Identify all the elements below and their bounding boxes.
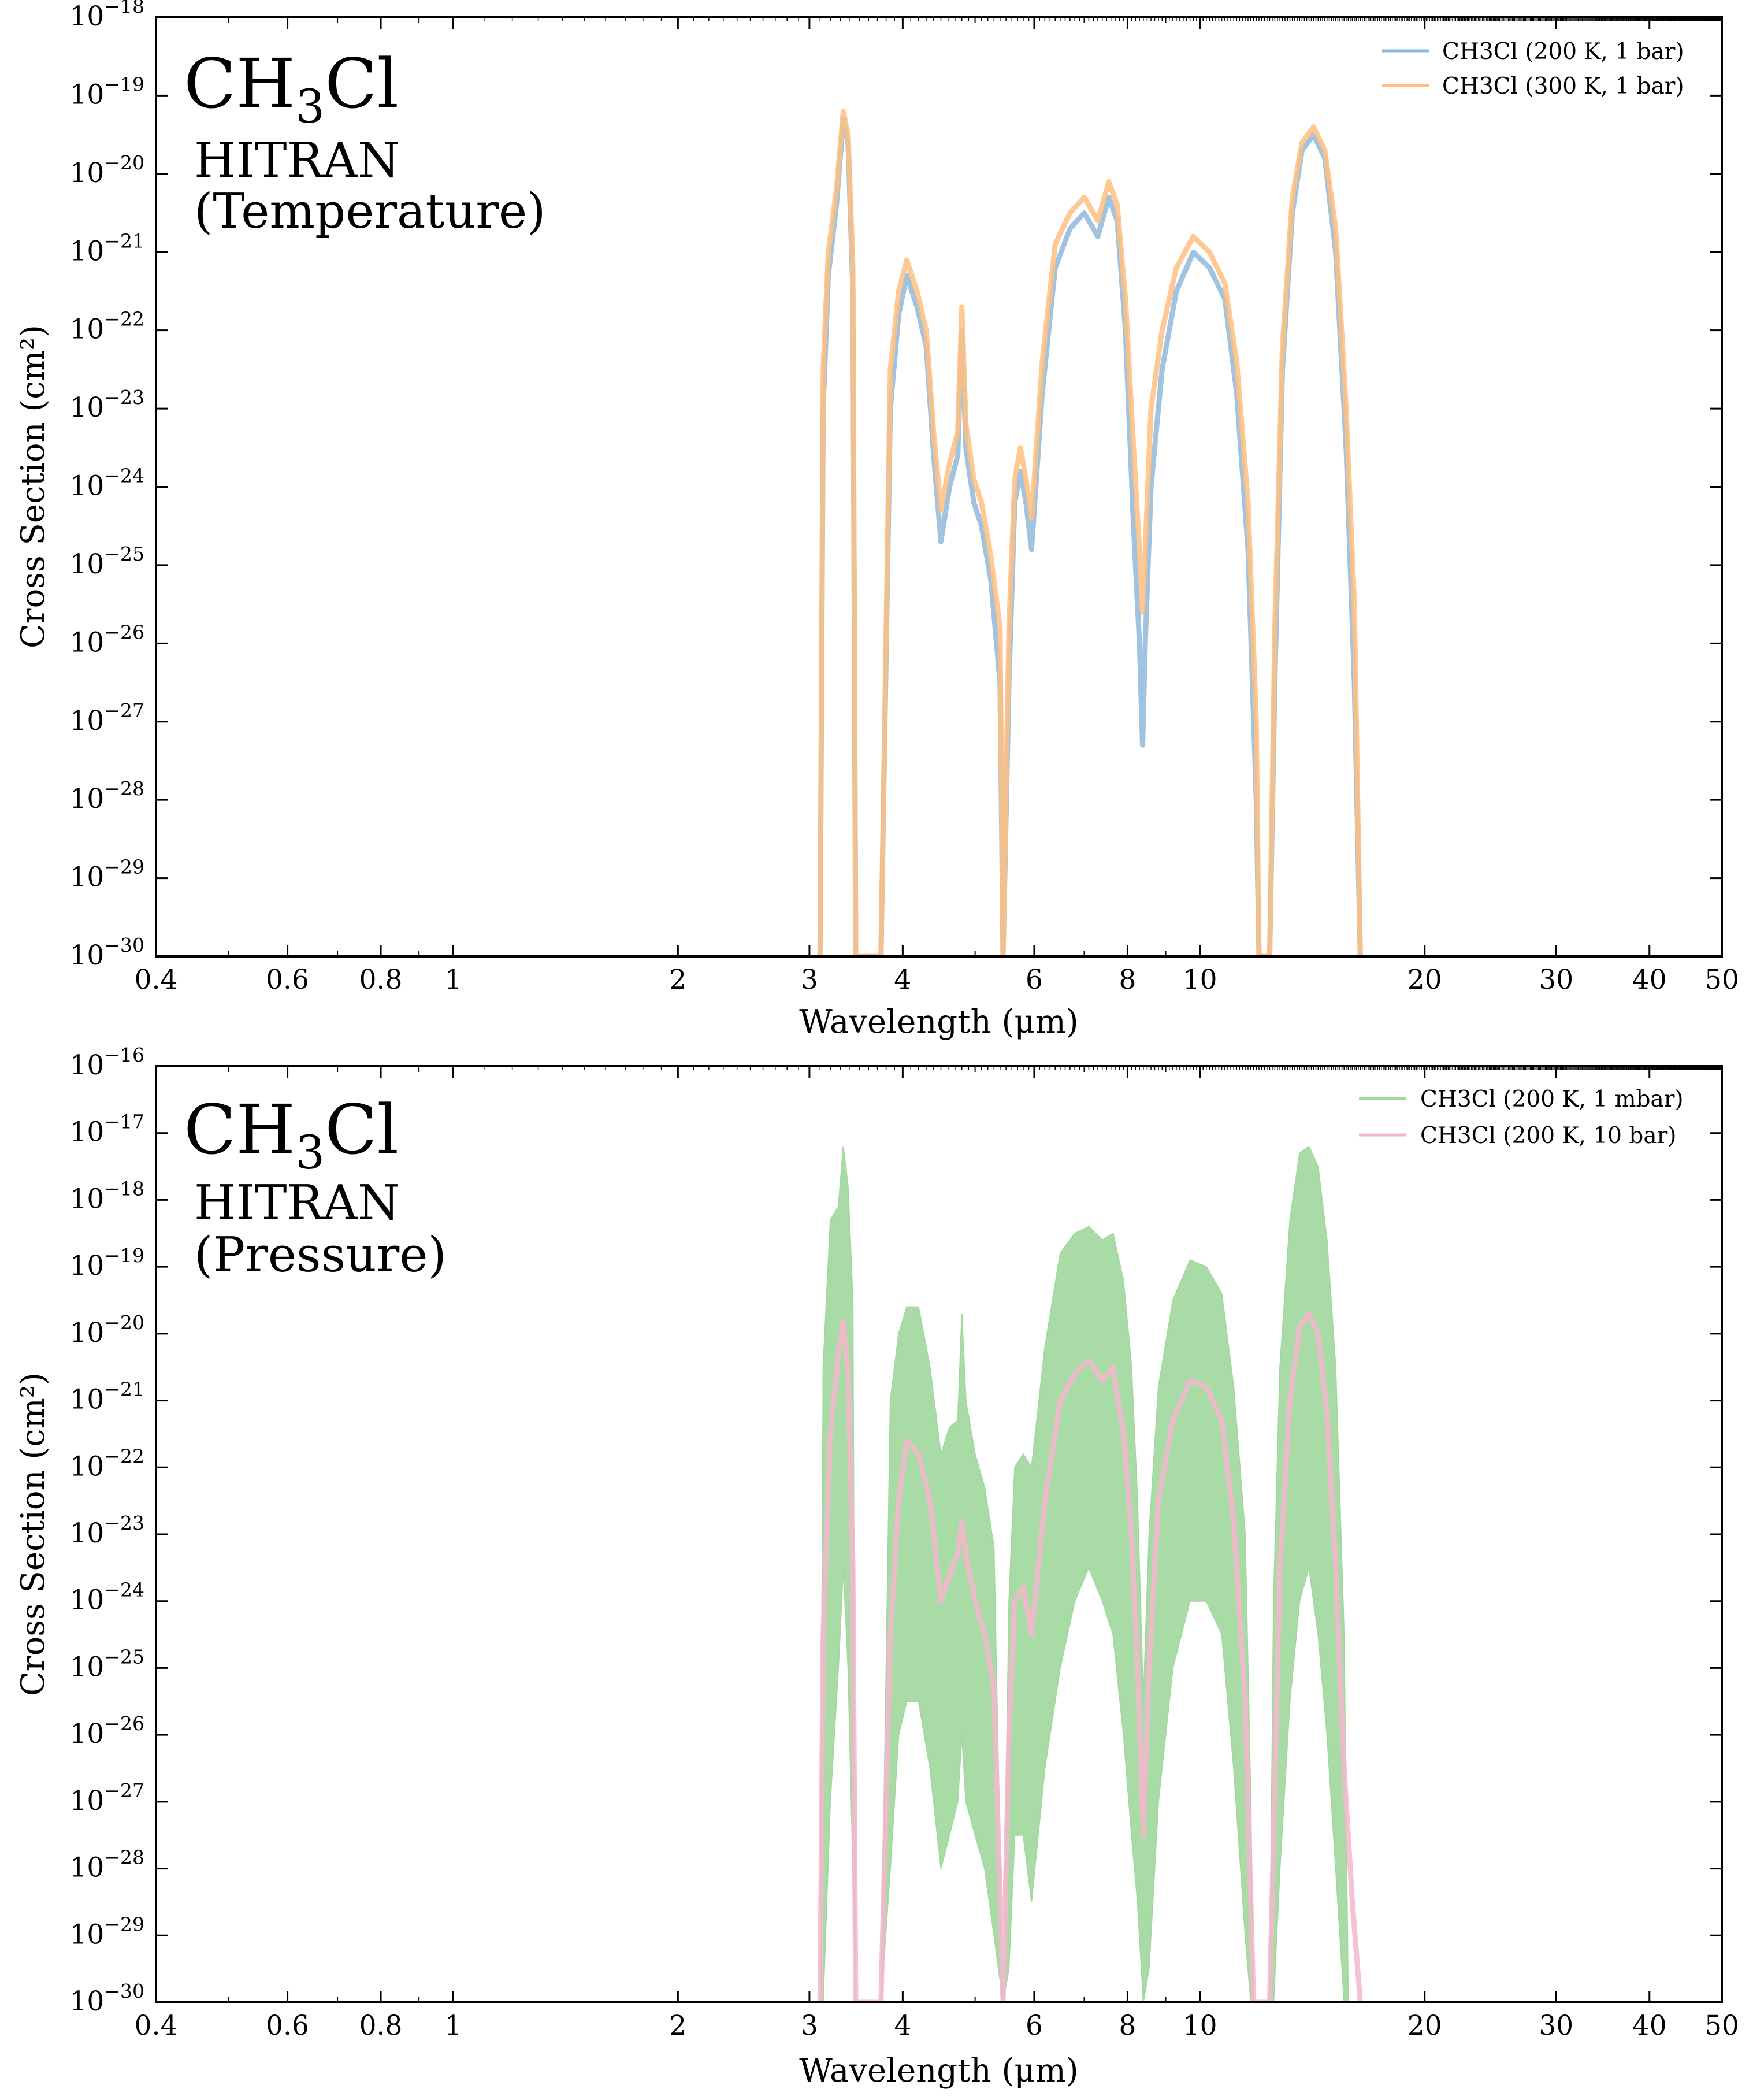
y-tick-label: 10−21: [70, 1378, 144, 1416]
y-axis-label: Cross Section (cm²): [14, 1372, 52, 1696]
x-tick-label: 40: [1632, 964, 1667, 996]
chart-subtitle-line1: HITRAN: [194, 1175, 400, 1231]
y-tick-label: 10−30: [70, 1980, 144, 2017]
y-tick-label: 10−28: [70, 777, 144, 815]
y-tick-label: 10−25: [70, 543, 144, 580]
x-tick-label: 0.8: [359, 2010, 403, 2042]
plot-frame: [155, 16, 1723, 958]
x-tick-label: 40: [1632, 2010, 1667, 2042]
series-line: [817, 1311, 1363, 2002]
x-tick-label: 3: [801, 2010, 818, 2042]
plot-frame: [155, 1065, 1723, 2003]
y-tick-label: 10−20: [70, 1311, 144, 1349]
y-tick-label: 10−28: [70, 1846, 144, 1884]
x-tick-label: 2: [669, 964, 686, 996]
y-tick-label: 10−18: [70, 1177, 144, 1215]
legend-label-300K-1bar: CH3Cl (300 K, 1 bar): [1442, 73, 1684, 99]
x-tick-label: 6: [1026, 2010, 1043, 2042]
y-tick-label: 10−18: [70, 0, 144, 32]
x-tick-label: 8: [1119, 2010, 1136, 2042]
tick-layer: 0.4 0.6 0.8 1 2 3 4 6 8 10 20 30 40 50 10−30 10−29 10−28…: [70, 1044, 1739, 2042]
y-tick-label: 10−22: [70, 1445, 144, 1482]
x-tick-label: 0.4: [135, 964, 178, 996]
legend-label-200K-10bar: CH3Cl (200 K, 10 bar): [1420, 1123, 1676, 1149]
y-tick-label: 10−26: [70, 1712, 144, 1750]
chart-subtitle-line2: (Temperature): [194, 183, 546, 239]
y-tick-label: 10−27: [70, 1779, 144, 1817]
temperature-panel: 0.4 0.6 0.8 1 2 3 4 6 8 10 20 30 40 50 10−30 10−29 10−28…: [14, 0, 1739, 1041]
x-tick-label: 50: [1704, 964, 1739, 996]
x-tick-label: 6: [1026, 964, 1043, 996]
y-tick-label: 10−23: [70, 386, 144, 424]
y-tick-label: 10−26: [70, 621, 144, 658]
y-tick-label: 10−22: [70, 308, 144, 346]
x-tick-label: 30: [1539, 2010, 1573, 2042]
chart-title-molecule: CH3Cl: [184, 44, 399, 133]
legend: CH3Cl (200 K, 1 mbar) CH3Cl (200 K, 10 b…: [1359, 1086, 1684, 1149]
x-tick-label: 0.6: [266, 964, 309, 996]
x-tick-label: 20: [1407, 2010, 1442, 2042]
y-tick-label: 10−25: [70, 1645, 144, 1683]
y-tick-label: 10−21: [70, 229, 144, 267]
y-tick-label: 10−16: [70, 1044, 144, 1081]
chart-subtitle-line1: HITRAN: [194, 132, 400, 188]
y-tick-label: 10−19: [70, 1244, 144, 1282]
x-tick-label: 3: [801, 964, 818, 996]
x-tick-label: 1: [444, 964, 462, 996]
tick-layer: 0.4 0.6 0.8 1 2 3 4 6 8 10 20 30 40 50 10−30 10−29 10−28…: [70, 0, 1739, 996]
legend-label-200K-1bar: CH3Cl (200 K, 1 bar): [1442, 39, 1684, 65]
x-tick-label: 50: [1704, 2010, 1739, 2042]
y-axis-label: Cross Section (cm²): [14, 325, 52, 648]
y-tick-label: 10−24: [70, 1579, 144, 1616]
x-axis-label: Wavelength (μm): [799, 1003, 1078, 1041]
x-tick-label: 4: [894, 964, 911, 996]
x-tick-label: 20: [1407, 964, 1442, 996]
y-tick-label: 10−24: [70, 465, 144, 502]
x-tick-label: 0.8: [359, 964, 403, 996]
chart-subtitle-line2: (Pressure): [194, 1227, 447, 1283]
series-layer: [817, 109, 1363, 956]
series-band: [819, 1145, 1349, 2002]
x-tick-label: 4: [894, 2010, 911, 2042]
pressure-panel: 0.4 0.6 0.8 1 2 3 4 6 8 10 20 30 40 50 10−30 10−29 10−28…: [14, 1044, 1739, 2090]
x-tick-label: 10: [1183, 2010, 1217, 2042]
legend: CH3Cl (200 K, 1 bar) CH3Cl (300 K, 1 bar…: [1382, 39, 1684, 99]
y-tick-label: 10−20: [70, 151, 144, 189]
x-axis-label: Wavelength (μm): [799, 2052, 1078, 2090]
series-layer: [817, 1145, 1363, 2002]
y-tick-label: 10−23: [70, 1512, 144, 1549]
x-tick-label: 10: [1183, 964, 1217, 996]
y-tick-label: 10−29: [70, 1913, 144, 1950]
x-tick-label: 8: [1119, 964, 1136, 996]
x-tick-label: 2: [669, 2010, 686, 2042]
series-line: [817, 109, 1363, 956]
chart-title-molecule: CH3Cl: [184, 1090, 399, 1179]
y-tick-label: 10−29: [70, 856, 144, 893]
x-tick-label: 0.6: [266, 2010, 309, 2042]
y-tick-label: 10−19: [70, 73, 144, 110]
x-tick-label: 1: [444, 2010, 462, 2042]
legend-label-200K-1mbar: CH3Cl (200 K, 1 mbar): [1420, 1086, 1684, 1112]
y-tick-label: 10−30: [70, 934, 144, 971]
x-tick-label: 0.4: [135, 2010, 178, 2042]
y-tick-label: 10−27: [70, 699, 144, 737]
y-tick-label: 10−17: [70, 1111, 144, 1148]
x-tick-label: 30: [1539, 964, 1573, 996]
